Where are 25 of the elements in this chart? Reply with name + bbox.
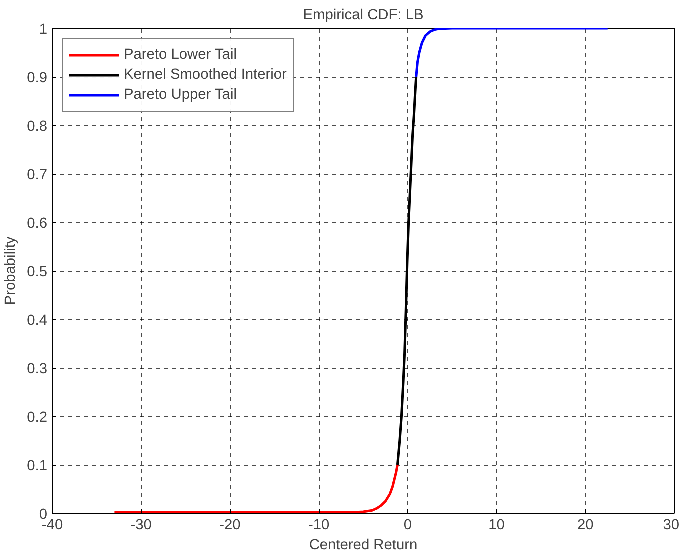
y-tick-label: 0.7	[27, 168, 48, 184]
y-tick-label: 0.9	[27, 70, 48, 86]
x-tick-label: -30	[130, 518, 152, 534]
x-tick-label: 10	[488, 518, 505, 534]
y-axis-title: Probability	[3, 236, 20, 306]
y-tick-label: 0.3	[27, 362, 48, 378]
x-tick-label: -10	[308, 518, 330, 534]
y-tick-label: 0.6	[27, 216, 48, 232]
y-tick-label: 0.5	[27, 264, 48, 280]
y-tick-label: 0.8	[27, 119, 48, 135]
legend-label: Pareto Upper Tail	[124, 87, 237, 103]
y-tick-label: 0.4	[27, 313, 48, 329]
x-tick-label: -20	[220, 518, 241, 534]
x-axis-title: Centered Return	[309, 538, 418, 554]
legend-label: Pareto Lower Tail	[124, 47, 237, 63]
legend-label: Kernel Smoothed Interior	[124, 67, 287, 83]
line-series	[113, 464, 399, 514]
y-tick-label: 0.2	[27, 410, 48, 426]
y-tick-label: 0.1	[27, 458, 48, 474]
line-series	[415, 28, 610, 78]
x-tick-label: 30	[663, 518, 679, 534]
chart-title: Empirical CDF: LB	[303, 8, 424, 24]
x-tick-label: 0	[404, 518, 412, 534]
x-tick-label: 20	[577, 518, 594, 534]
y-tick-label: 1	[39, 22, 48, 38]
